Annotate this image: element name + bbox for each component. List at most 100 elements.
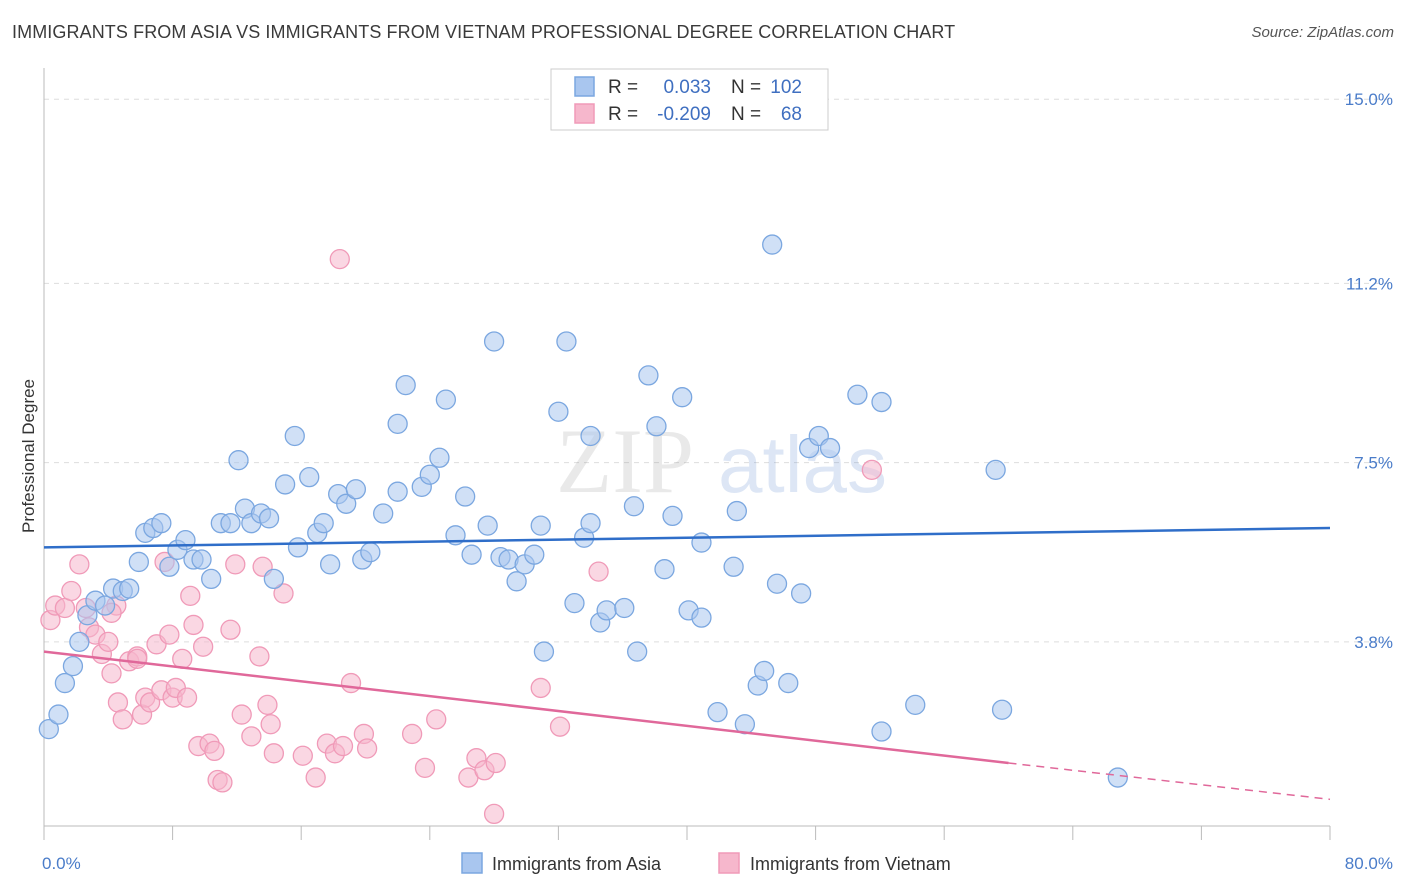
bottom-legend-swatch-vietnam: [718, 852, 740, 874]
grid-lines: [44, 98, 1393, 643]
data-point: [455, 486, 476, 507]
data-point: [654, 559, 675, 580]
data-point: [638, 365, 659, 386]
data-point: [336, 493, 357, 514]
data-point: [580, 513, 601, 534]
legend-r-label-asia: R =: [608, 77, 638, 98]
data-point: [287, 537, 309, 558]
data-point: [754, 660, 775, 682]
data-point: [985, 459, 1006, 481]
data-point: [861, 459, 883, 481]
legend-box: [550, 68, 829, 131]
y-tick-label: 7.5%: [1354, 454, 1393, 473]
legend: R = 0.033 N = 102 R = -0.209 N = 68: [550, 68, 829, 131]
data-point: [260, 714, 281, 735]
data-point: [461, 544, 482, 565]
data-point: [588, 561, 609, 582]
x-tick-label-min: 0.0%: [42, 854, 81, 873]
data-point: [201, 568, 222, 590]
data-point: [228, 450, 249, 471]
watermark-atlas: atlas: [718, 420, 887, 509]
data-point: [176, 687, 198, 708]
data-point: [107, 692, 129, 713]
legend-n-value-vietnam: 68: [781, 104, 802, 125]
data-point: [119, 578, 140, 599]
data-point: [340, 672, 362, 694]
data-point: [332, 735, 354, 757]
source-label: Source: ZipAtlas.com: [1251, 24, 1394, 41]
chart-title: IMMIGRANTS FROM ASIA VS IMMIGRANTS FROM …: [12, 22, 956, 42]
data-point: [159, 556, 180, 577]
legend-r-label-vietnam: R =: [608, 104, 638, 125]
data-point: [387, 413, 408, 435]
bottom-legend-swatch-asia: [461, 852, 483, 874]
data-point: [180, 585, 201, 607]
bottom-legend-label-vietnam: Immigrants from Vietnam: [750, 854, 951, 874]
data-point: [319, 554, 341, 575]
data-point: [373, 503, 394, 524]
data-point: [299, 466, 320, 488]
data-point: [549, 716, 571, 737]
data-point: [790, 583, 812, 604]
data-point: [61, 580, 82, 602]
data-point: [477, 515, 498, 536]
data-point: [1107, 767, 1128, 788]
data-point: [183, 614, 204, 636]
data-point: [212, 772, 233, 793]
data-point: [483, 803, 505, 825]
data-point: [580, 425, 601, 447]
data-point: [871, 391, 892, 413]
data-point: [273, 583, 294, 604]
data-point: [762, 234, 783, 255]
legend-n-label-vietnam: N =: [731, 104, 761, 125]
data-point: [356, 738, 378, 759]
data-point: [54, 672, 76, 694]
data-point: [128, 551, 149, 573]
data-point: [905, 694, 926, 716]
data-point: [191, 549, 212, 570]
data-point: [127, 648, 148, 669]
data-point: [506, 571, 527, 592]
data-point: [387, 481, 408, 502]
y-tick-labels: 3.8% 7.5% 11.2% 15.0%: [1345, 90, 1393, 652]
data-point: [112, 709, 133, 730]
data-point: [533, 641, 555, 662]
data-point: [329, 248, 350, 270]
data-point: [101, 663, 122, 684]
data-point: [38, 718, 59, 740]
data-point: [426, 709, 447, 730]
asia-points: [38, 234, 1128, 788]
data-point: [231, 704, 252, 725]
data-point: [530, 515, 551, 536]
data-point: [284, 425, 305, 447]
data-point: [483, 331, 505, 352]
trend-line-asia: [43, 526, 1331, 549]
data-point: [305, 767, 326, 788]
data-point: [401, 723, 423, 745]
data-point: [530, 677, 551, 699]
legend-n-value-asia: 102: [770, 77, 802, 98]
data-point: [69, 554, 90, 575]
legend-r-value-vietnam: -0.209: [657, 104, 711, 125]
data-point: [54, 597, 76, 619]
legend-swatch-vietnam: [574, 103, 595, 124]
data-point: [98, 631, 119, 653]
data-point: [225, 554, 246, 575]
data-point: [564, 592, 585, 614]
trend-lines: [43, 526, 1331, 801]
data-point: [395, 374, 416, 396]
data-point: [548, 401, 569, 422]
data-point: [871, 721, 892, 742]
data-point: [662, 505, 683, 527]
axes: [43, 68, 1331, 840]
data-point: [159, 624, 180, 645]
data-point: [62, 655, 84, 677]
y-tick-label: 11.2%: [1346, 274, 1393, 293]
data-point: [274, 474, 296, 495]
data-point: [672, 387, 693, 408]
legend-n-label-asia: N =: [731, 77, 761, 98]
data-point: [646, 416, 667, 437]
data-point: [292, 745, 313, 766]
bottom-legend: Immigrants from Asia Immigrants from Vie…: [461, 852, 951, 874]
